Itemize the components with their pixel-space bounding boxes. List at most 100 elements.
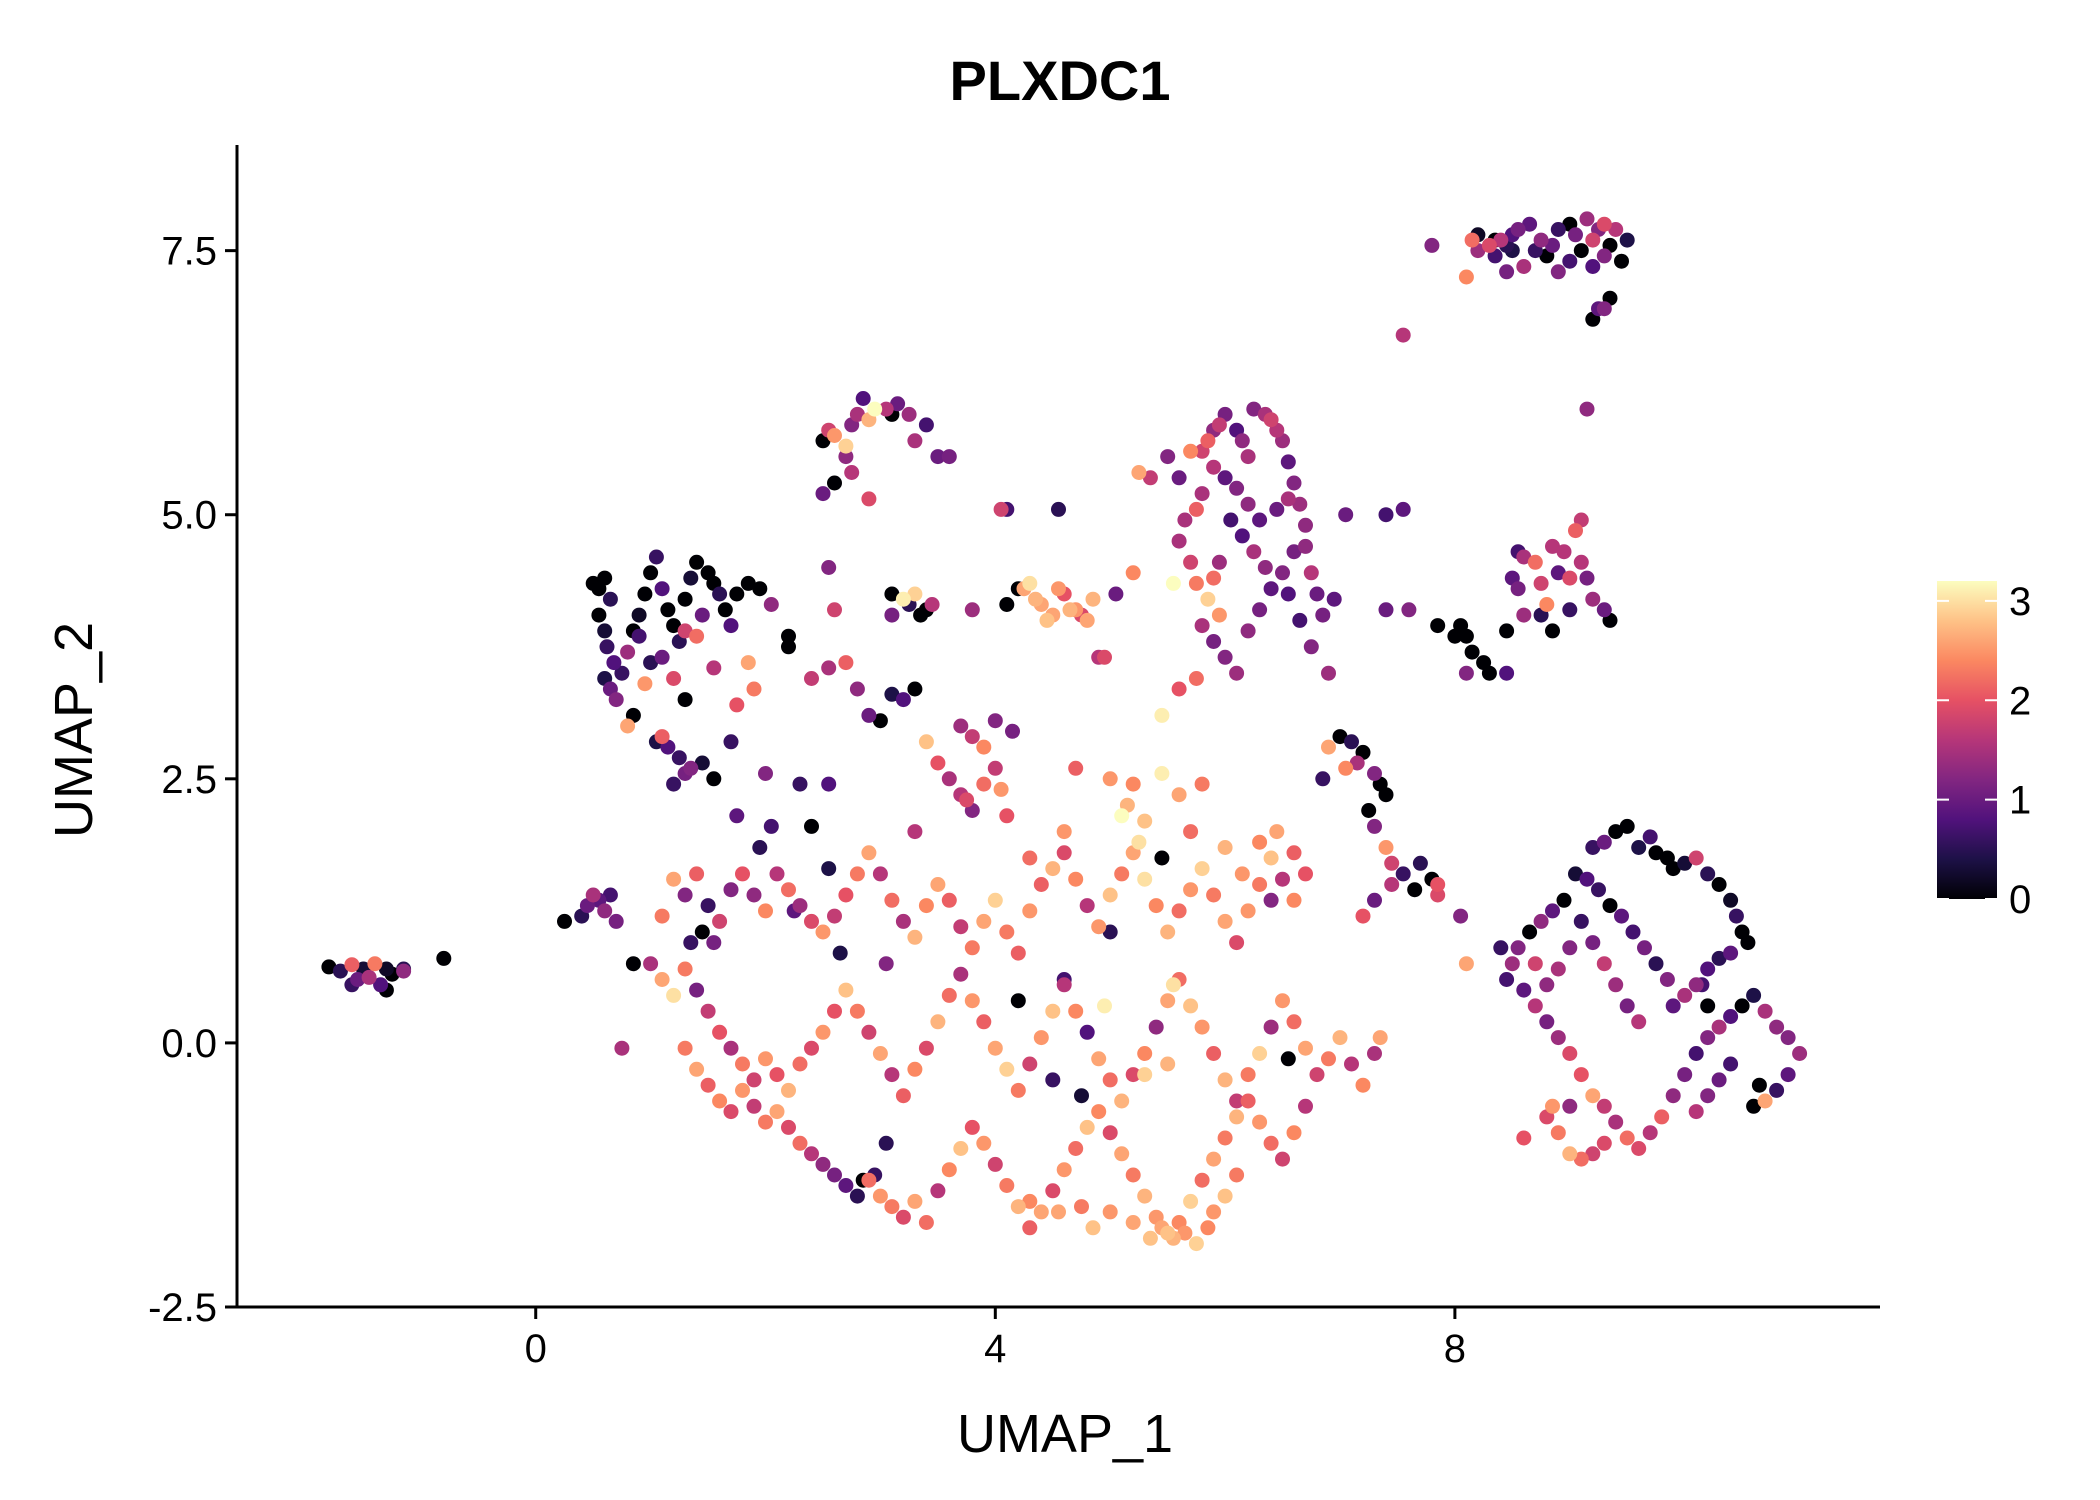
data-point <box>1022 1220 1038 1236</box>
data-point <box>1395 866 1411 882</box>
data-point <box>884 607 900 623</box>
data-point <box>1234 433 1250 449</box>
data-point <box>1723 945 1739 961</box>
data-point <box>1510 940 1526 956</box>
data-point <box>677 887 693 903</box>
data-point <box>1332 729 1348 745</box>
data-point <box>1556 892 1572 908</box>
data-point <box>987 760 1003 776</box>
data-point <box>1608 222 1624 237</box>
data-point <box>1269 501 1285 517</box>
data-point <box>1263 581 1279 597</box>
data-point <box>763 597 779 612</box>
data-point <box>804 818 819 834</box>
data-point <box>993 781 1009 797</box>
data-point <box>1160 449 1176 465</box>
data-point <box>614 665 630 681</box>
data-point <box>1022 1193 1038 1209</box>
data-point <box>1298 1098 1313 1114</box>
axes: 0 4 8 -2.5 0.0 2.5 5.0 7.5 <box>148 145 1880 1371</box>
data-point <box>1079 612 1095 628</box>
data-point <box>683 935 699 951</box>
data-point <box>964 602 980 618</box>
data-point <box>1280 1051 1296 1067</box>
data-point <box>907 1193 923 1209</box>
data-point <box>1206 1204 1222 1220</box>
data-point <box>378 961 394 977</box>
data-point <box>1097 998 1112 1014</box>
data-point <box>815 1156 831 1172</box>
data-point <box>1539 597 1555 612</box>
data-point <box>436 950 452 966</box>
data-point <box>1183 554 1199 570</box>
data-point <box>689 628 705 644</box>
data-point <box>1527 554 1543 570</box>
data-point <box>769 866 785 882</box>
data-point <box>987 1040 1003 1056</box>
data-point <box>1740 935 1756 951</box>
data-point <box>781 882 796 898</box>
data-point <box>1573 1151 1589 1167</box>
data-point <box>1056 824 1072 840</box>
data-point <box>1188 575 1204 591</box>
data-point <box>1367 766 1382 781</box>
data-point <box>1229 1109 1245 1125</box>
data-point <box>804 913 819 929</box>
data-point <box>1229 1093 1245 1109</box>
data-point <box>1183 998 1199 1014</box>
data-point <box>953 1141 969 1156</box>
data-point <box>1188 1236 1204 1252</box>
data-point <box>1125 776 1141 792</box>
data-point <box>827 1167 842 1183</box>
data-point <box>1102 771 1118 787</box>
data-point <box>855 391 871 406</box>
data-point <box>872 1188 888 1204</box>
data-point <box>1430 877 1446 892</box>
data-point <box>878 401 894 417</box>
data-point <box>1510 581 1526 597</box>
data-point <box>1562 940 1578 956</box>
data-point <box>1229 935 1245 951</box>
data-point <box>890 396 906 412</box>
data-point <box>1585 1088 1601 1104</box>
data-point <box>712 586 728 602</box>
data-point <box>1275 871 1290 887</box>
data-point <box>1338 760 1354 776</box>
data-point <box>867 401 883 417</box>
data-point <box>1619 1130 1635 1146</box>
data-point <box>895 1209 911 1225</box>
data-point <box>1206 459 1222 475</box>
data-point <box>1252 512 1268 528</box>
data-point <box>1550 565 1566 581</box>
data-point <box>1499 264 1515 280</box>
data-point <box>1631 1141 1647 1156</box>
data-point <box>1619 998 1635 1014</box>
data-point <box>1550 264 1566 280</box>
data-point <box>1562 1146 1578 1162</box>
data-point <box>918 1215 934 1230</box>
data-point <box>1280 454 1296 470</box>
y-tick-label: 7.5 <box>161 230 217 274</box>
data-point <box>1211 417 1227 433</box>
data-point <box>758 1051 773 1067</box>
data-point <box>1751 1077 1767 1093</box>
data-point <box>918 734 934 750</box>
data-point <box>1384 855 1400 871</box>
data-point <box>1338 507 1354 523</box>
data-point <box>671 750 687 766</box>
data-point <box>1252 1046 1268 1061</box>
data-point <box>557 913 572 929</box>
data-point <box>1510 222 1526 237</box>
data-point <box>1631 1014 1647 1030</box>
data-point <box>1700 1088 1716 1104</box>
data-point <box>1051 581 1066 597</box>
data-point <box>1010 945 1026 961</box>
data-point <box>1407 882 1423 898</box>
data-point <box>861 707 877 723</box>
data-point <box>999 808 1015 824</box>
data-point <box>884 1067 900 1083</box>
data-point <box>1298 1040 1313 1056</box>
data-point <box>654 729 670 745</box>
data-point <box>821 560 837 575</box>
data-point <box>694 924 710 940</box>
